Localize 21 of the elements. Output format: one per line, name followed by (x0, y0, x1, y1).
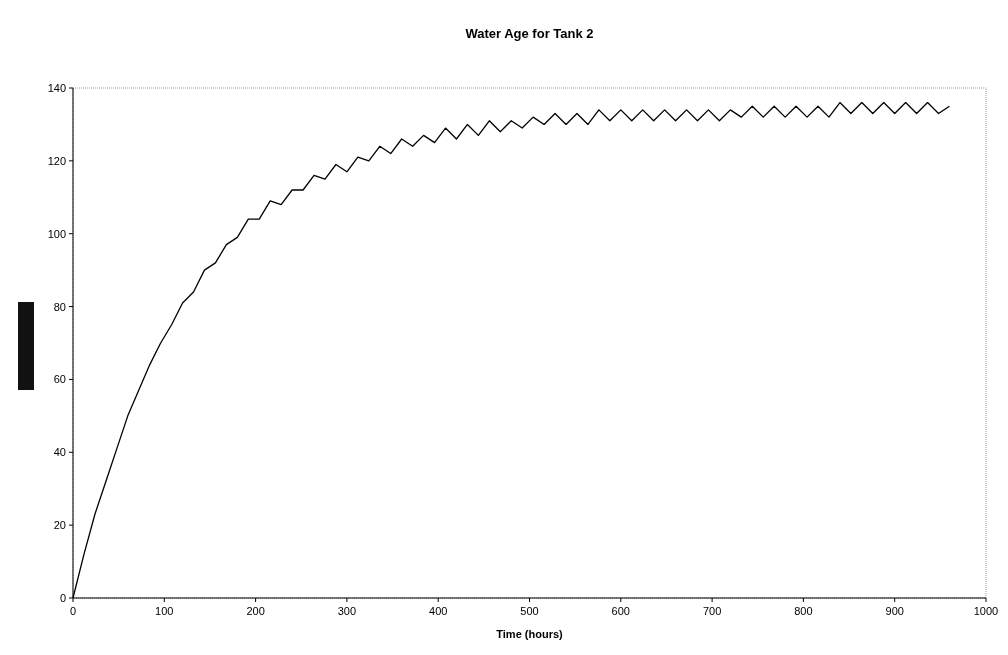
y-tick-label: 0 (59, 592, 66, 604)
y-tick-label: 20 (53, 519, 66, 532)
x-tick-label: 600 (611, 605, 630, 617)
chart-title: Water Age for Tank 2 (465, 26, 594, 41)
x-tick-label: 400 (429, 605, 448, 617)
y-tick-label: 60 (53, 373, 66, 386)
y-tick-label: 40 (53, 446, 66, 459)
x-axis-title: Time (hours) (496, 628, 564, 640)
y-tick-label: 120 (47, 154, 66, 167)
x-tick-label: 100 (155, 605, 174, 617)
y-tick-label: 100 (47, 227, 66, 240)
x-tick-label: 500 (520, 605, 539, 617)
x-tick-label: 300 (337, 605, 357, 617)
x-tick-label: 900 (885, 605, 904, 617)
x-tick-label: 0 (69, 605, 77, 617)
y-tick-label: 140 (47, 82, 66, 94)
x-tick-label: 1000 (973, 605, 999, 617)
x-tick-label: 800 (794, 605, 813, 617)
x-tick-label: 200 (246, 605, 265, 617)
y-tick-label: 80 (53, 300, 66, 313)
x-tick-label: 700 (702, 605, 722, 617)
